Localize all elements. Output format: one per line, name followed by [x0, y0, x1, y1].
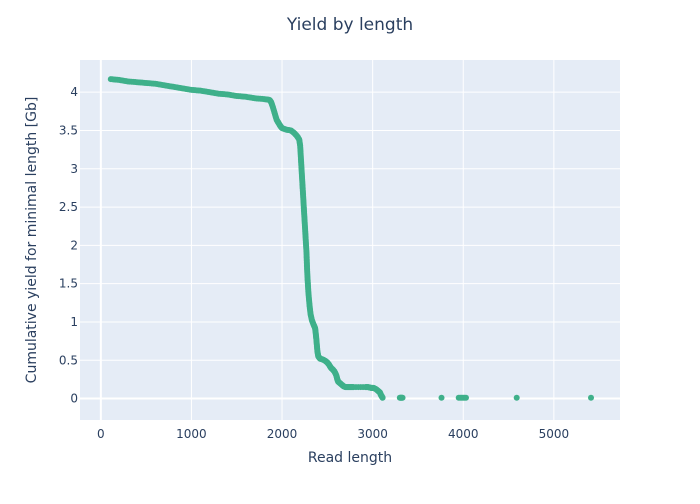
y-tick-label: 3	[70, 162, 78, 176]
data-point	[438, 394, 445, 401]
y-tick-label: 0	[70, 392, 78, 406]
plot-area	[80, 60, 620, 420]
y-tick-label: 1.5	[59, 277, 78, 291]
y-tick-label: 2.5	[59, 200, 78, 214]
tick-labels: 0 1000 2000 3000 4000 5000 0 0.5 1 1.5 2 2.5 3 3.5 4	[59, 85, 569, 441]
data-point	[379, 394, 386, 401]
data-point	[399, 394, 406, 401]
x-axis-title: Read length	[308, 450, 392, 466]
grid-lines	[80, 60, 620, 420]
y-tick-label: 0.5	[59, 353, 78, 367]
y-axis-title: Cumulative yield for minimal length [Gb]	[24, 97, 40, 384]
x-tick-label: 3000	[357, 427, 388, 441]
x-tick-label: 2000	[267, 427, 298, 441]
data-points	[107, 76, 595, 401]
y-tick-label: 3.5	[59, 123, 78, 137]
x-tick-label: 5000	[539, 427, 570, 441]
data-point	[462, 394, 469, 401]
y-tick-label: 1	[70, 315, 78, 329]
x-tick-label: 4000	[448, 427, 479, 441]
y-tick-label: 2	[70, 238, 78, 252]
data-point	[588, 394, 595, 401]
chart-title: Yield by length	[286, 15, 413, 35]
y-tick-label: 4	[70, 85, 78, 99]
x-tick-label: 1000	[176, 427, 207, 441]
x-tick-label: 0	[97, 427, 105, 441]
data-point	[513, 394, 520, 401]
